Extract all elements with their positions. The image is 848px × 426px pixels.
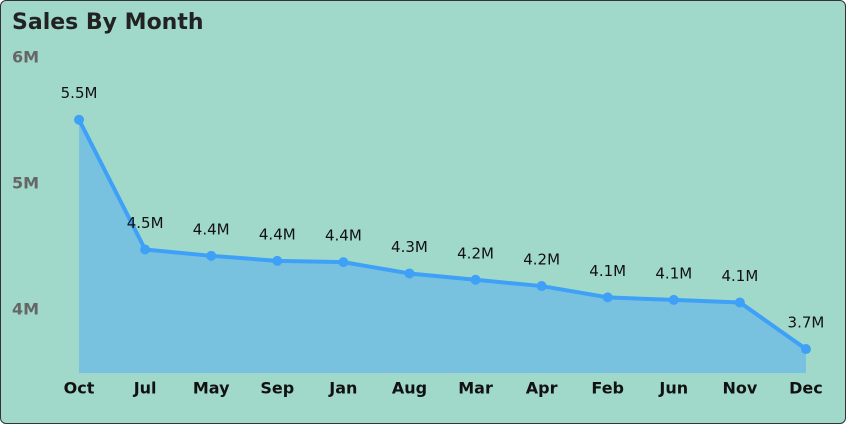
- point: [536, 281, 547, 292]
- chart-title: Sales By Month: [12, 10, 204, 35]
- y-tick-label: 5M: [12, 174, 39, 193]
- x-tick-label: Sep: [260, 379, 294, 398]
- x-tick-label: Jun: [658, 379, 688, 398]
- point: [74, 114, 85, 125]
- value-label: 4.1M: [721, 267, 758, 285]
- line: [77, 118, 808, 351]
- x-tick-label: Nov: [722, 379, 757, 398]
- x-tick-label: Apr: [526, 379, 558, 398]
- x-tick-label: Oct: [64, 379, 95, 398]
- point: [206, 250, 217, 261]
- point: [338, 257, 349, 268]
- point: [734, 297, 745, 308]
- point: [602, 292, 613, 303]
- x-tick-label: Mar: [458, 379, 493, 398]
- value-label: 4.4M: [325, 227, 362, 245]
- value-label: 4.3M: [391, 238, 428, 256]
- value-label: 4.4M: [193, 220, 230, 238]
- y-tick-label: 4M: [12, 300, 39, 319]
- value-label: 4.2M: [457, 244, 494, 262]
- value-label: 3.7M: [788, 314, 825, 332]
- value-label: 4.4M: [259, 225, 296, 243]
- x-tick-label: May: [193, 379, 230, 398]
- point: [800, 344, 811, 355]
- value-label: 4.1M: [655, 264, 692, 282]
- x-tick-label: Jan: [328, 379, 357, 398]
- value-label: 4.2M: [523, 251, 560, 269]
- y-tick-label: 6M: [12, 48, 39, 67]
- x-tick-label: Feb: [591, 379, 624, 398]
- point: [404, 268, 415, 279]
- area: [79, 119, 806, 374]
- point: [668, 294, 679, 305]
- value-label: 5.5M: [61, 84, 98, 102]
- point: [140, 244, 151, 255]
- value-label: 4.5M: [127, 214, 164, 232]
- value-label: 4.1M: [589, 262, 626, 280]
- x-tick-label: Aug: [392, 379, 427, 398]
- x-tick-label: Jul: [133, 379, 157, 398]
- point: [470, 274, 481, 285]
- point: [272, 255, 283, 266]
- x-tick-label: Dec: [789, 379, 823, 398]
